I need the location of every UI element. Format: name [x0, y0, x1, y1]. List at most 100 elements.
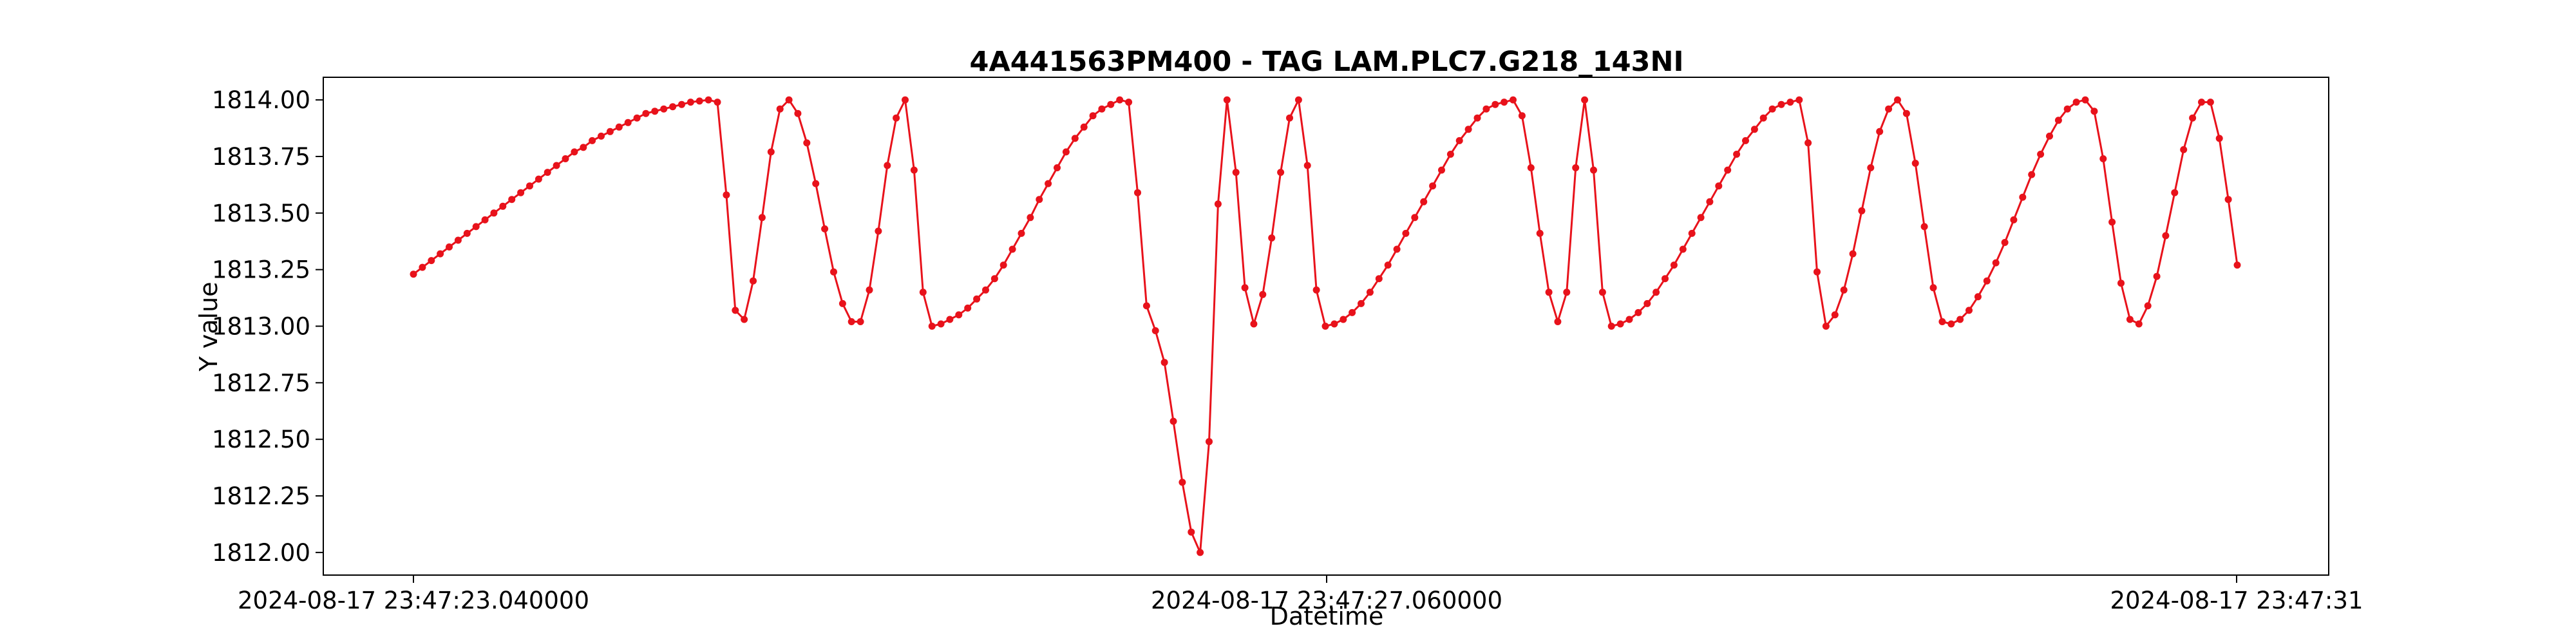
data-point — [2233, 261, 2241, 269]
data-point — [2126, 316, 2134, 323]
data-point — [562, 155, 569, 162]
y-tick-label: 1813.25 — [212, 256, 310, 284]
data-point — [1473, 114, 1481, 122]
data-point — [2198, 99, 2205, 106]
data-point — [2135, 320, 2143, 328]
data-point — [990, 275, 998, 283]
series-points — [410, 96, 2241, 556]
data-point — [893, 114, 900, 122]
data-point — [812, 180, 820, 187]
data-point — [955, 311, 963, 319]
data-point — [1232, 169, 1240, 176]
data-point — [1170, 417, 1177, 425]
data-point — [553, 162, 560, 169]
data-point — [1116, 96, 1124, 104]
data-point — [2054, 117, 2062, 124]
data-point — [1089, 112, 1097, 120]
data-point — [1831, 311, 1839, 319]
x-tick-label: 2024-08-17 23:47:31 — [2110, 587, 2363, 614]
data-point — [902, 96, 909, 104]
data-point — [428, 257, 435, 265]
data-point — [1160, 359, 1168, 366]
data-point — [2153, 272, 2161, 280]
data-point — [1294, 96, 1302, 104]
data-point — [1697, 214, 1705, 222]
data-point — [1429, 182, 1437, 190]
data-point — [982, 286, 989, 294]
data-point — [1384, 261, 1392, 269]
data-point — [1724, 166, 1732, 174]
data-point — [2010, 216, 2018, 223]
data-point — [1438, 166, 1445, 174]
data-point — [1804, 139, 1812, 147]
data-point — [589, 137, 596, 144]
data-point — [866, 286, 873, 294]
data-point — [1214, 200, 1222, 208]
data-point — [642, 109, 650, 117]
data-point — [1501, 99, 1508, 106]
data-point — [999, 261, 1007, 269]
data-point — [1321, 323, 1329, 330]
data-point — [535, 175, 542, 183]
data-point — [437, 250, 444, 258]
data-point — [910, 166, 918, 174]
data-point — [875, 227, 882, 235]
data-point — [1947, 320, 1955, 328]
data-point — [2001, 239, 2009, 246]
data-point — [1420, 198, 1428, 205]
data-point — [2090, 108, 2098, 115]
data-point — [598, 132, 605, 140]
data-point — [821, 225, 829, 232]
data-point — [1822, 323, 1830, 330]
data-point — [1125, 99, 1133, 106]
data-point — [714, 99, 721, 106]
data-point — [1742, 137, 1749, 144]
data-point — [1759, 114, 1767, 122]
data-point — [490, 209, 498, 217]
data-point — [741, 316, 748, 323]
data-point — [857, 318, 864, 325]
data-point — [1142, 302, 1150, 310]
data-point — [2215, 135, 2223, 142]
data-point — [1510, 96, 1517, 104]
data-point — [1545, 289, 1553, 296]
data-point — [1992, 259, 2000, 267]
data-point — [1482, 105, 1490, 113]
x-tick-label: 2024-08-17 23:47:23.040000 — [238, 587, 589, 614]
data-point — [973, 295, 981, 303]
data-point — [508, 196, 516, 204]
data-point — [1250, 320, 1258, 328]
data-point — [946, 316, 954, 323]
data-point — [1554, 318, 1562, 325]
data-point — [1268, 234, 1276, 242]
data-point — [1688, 229, 1696, 237]
data-point — [633, 114, 641, 122]
data-point — [1876, 128, 1884, 135]
y-tick-label: 1812.25 — [212, 482, 310, 510]
data-point — [2019, 193, 2027, 201]
data-point — [1303, 162, 1311, 169]
data-point — [1750, 126, 1758, 133]
y-axis-label: Y value — [194, 281, 223, 372]
data-point — [1662, 275, 1669, 283]
data-point — [1134, 189, 1141, 196]
data-point — [499, 202, 507, 210]
data-point — [1286, 114, 1293, 122]
data-point — [1358, 299, 1365, 307]
data-point — [758, 214, 766, 222]
data-point — [1446, 151, 1454, 158]
data-point — [1607, 323, 1615, 330]
data-point — [732, 307, 739, 314]
data-point — [1653, 289, 1660, 296]
data-point — [606, 128, 614, 135]
y-tick-label: 1813.00 — [212, 313, 310, 341]
data-point — [669, 103, 677, 111]
data-point — [1840, 286, 1848, 294]
data-point — [1009, 245, 1016, 253]
data-point — [2206, 99, 2214, 106]
data-point — [1054, 164, 1061, 171]
data-point — [1402, 229, 1410, 237]
data-point — [624, 118, 632, 126]
data-point — [660, 105, 668, 113]
